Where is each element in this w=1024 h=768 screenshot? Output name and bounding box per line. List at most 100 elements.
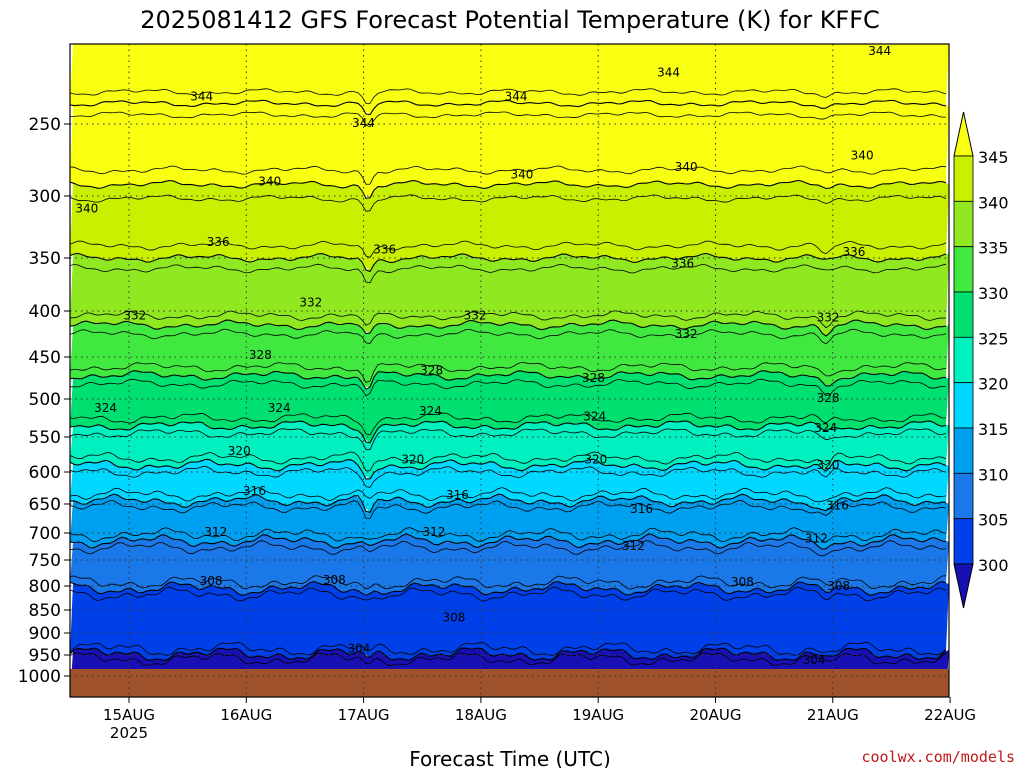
x-tick-sublabel: 2025 xyxy=(110,724,148,742)
y-tick-label: 700 xyxy=(29,524,61,544)
chart-title: 2025081412 GFS Forecast Potential Temper… xyxy=(140,6,880,34)
contour-label: 336 xyxy=(671,256,694,270)
contour-line xyxy=(70,428,947,451)
contour-label: 308 xyxy=(731,575,754,589)
colorbar-tick-label: 335 xyxy=(978,239,1009,258)
contour-label: 336 xyxy=(373,242,396,256)
contour-line xyxy=(70,533,947,550)
contour-label: 316 xyxy=(446,488,469,502)
contour-line xyxy=(70,412,946,436)
contour-label: 344 xyxy=(505,90,528,104)
x-tick-label: 15AUG xyxy=(103,706,155,724)
contour-label: 328 xyxy=(420,363,443,377)
contour-label: 316 xyxy=(243,484,266,498)
contour-label: 308 xyxy=(442,610,465,624)
contour-line xyxy=(70,466,947,488)
contour-label: 312 xyxy=(805,531,828,545)
contour-lines xyxy=(70,88,947,667)
contour-label: 332 xyxy=(675,327,698,341)
color-band xyxy=(70,494,949,549)
colorbar-segment xyxy=(953,472,974,520)
color-bands xyxy=(70,44,949,697)
contour-label: 324 xyxy=(814,421,837,435)
y-tick-label: 550 xyxy=(29,428,61,448)
y-tick-label: 750 xyxy=(29,551,61,571)
contour-line xyxy=(70,493,946,513)
contour-label: 324 xyxy=(583,409,606,423)
contour-label: 308 xyxy=(200,574,223,588)
contour-line xyxy=(70,378,947,397)
contour-line xyxy=(70,111,946,128)
y-tick-label: 400 xyxy=(29,302,61,322)
contour-label: 340 xyxy=(75,201,98,215)
contour-label: 344 xyxy=(190,90,213,104)
x-tick-label: 20AUG xyxy=(690,706,742,724)
contour-label: 340 xyxy=(851,149,874,163)
contour-line xyxy=(70,581,947,596)
colorbar-tick-label: 325 xyxy=(978,329,1009,348)
colorbar-segment xyxy=(953,382,974,429)
grid xyxy=(70,44,949,697)
contour-line xyxy=(70,540,947,557)
contour-line xyxy=(70,652,947,667)
contour-label: 332 xyxy=(123,309,146,323)
contour-line xyxy=(70,647,947,661)
colorbar: 345 340 335 330 325 320 315 310 305 300 xyxy=(953,111,1009,609)
y-tick-label: 900 xyxy=(29,624,61,644)
contour-line xyxy=(70,527,947,543)
colorbar-tick-label: 300 xyxy=(978,556,1009,575)
credit-text: coolwx.com/models xyxy=(861,748,1015,766)
y-tick-label: 950 xyxy=(29,646,61,666)
y-axis: 250 300 350 400 450 500 550 600 650 700 750 800 850 9… xyxy=(18,115,70,687)
y-tick-label: 450 xyxy=(29,348,61,368)
contour-label: 312 xyxy=(622,539,645,553)
contour-line xyxy=(70,361,947,383)
x-tick-label: 19AUG xyxy=(572,706,624,724)
contour-label: 316 xyxy=(630,502,653,516)
colorbar-segment xyxy=(953,518,974,565)
contour-label: 320 xyxy=(584,452,607,466)
contour-label: 308 xyxy=(323,573,346,587)
contour-label: 304 xyxy=(347,641,370,655)
contour-label: 328 xyxy=(249,348,272,362)
contour-line xyxy=(70,179,947,199)
contour-line xyxy=(70,99,947,116)
contour-label: 324 xyxy=(268,401,291,415)
x-tick-label: 22AUG xyxy=(924,706,976,724)
contour-line xyxy=(70,370,947,390)
contour-label: 312 xyxy=(204,525,227,539)
contour-line xyxy=(70,240,947,258)
colorbar-segment xyxy=(953,246,974,293)
contour-line xyxy=(70,487,947,503)
y-tick-label: 800 xyxy=(29,577,61,597)
contour-label: 324 xyxy=(94,401,117,415)
contour-label: 320 xyxy=(817,458,840,472)
x-tick-label: 17AUG xyxy=(338,706,390,724)
colorbar-top-triangle xyxy=(953,111,974,157)
contour-line xyxy=(70,328,947,345)
colorbar-bottom-triangle xyxy=(953,563,974,609)
contour-line xyxy=(70,252,947,273)
contour-labels: 344 344 344 344 344 340 340 340 340 340 336 336 336 3… xyxy=(75,44,891,667)
x-tick-label: 16AUG xyxy=(220,706,272,724)
contour-label: 332 xyxy=(817,310,840,324)
plot-frame xyxy=(69,43,950,698)
contour-label: 324 xyxy=(419,404,442,418)
colorbar-segment xyxy=(953,200,974,248)
color-band xyxy=(70,44,949,115)
contour-label: 320 xyxy=(228,444,251,458)
color-band xyxy=(70,420,949,479)
y-tick-label: 850 xyxy=(29,601,61,621)
contour-label: 328 xyxy=(817,391,840,405)
color-band xyxy=(70,100,949,198)
contour-line xyxy=(70,194,947,212)
x-axis-label: Forecast Time (UTC) xyxy=(409,747,611,768)
contour-line xyxy=(70,420,947,444)
contour-label: 332 xyxy=(464,309,487,323)
contour-line xyxy=(70,586,947,602)
contour-line xyxy=(70,641,947,656)
y-tick-label: 500 xyxy=(29,390,61,410)
contour-label: 304 xyxy=(803,653,826,667)
contour-label: 328 xyxy=(582,371,605,385)
ground-surface xyxy=(70,669,949,697)
